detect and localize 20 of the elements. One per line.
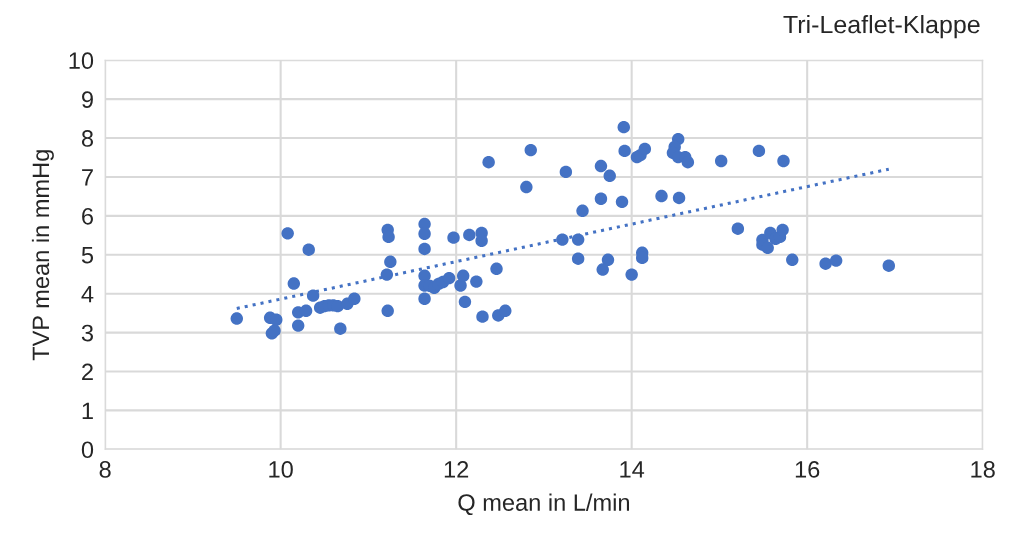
y-tick-label: 4 (81, 285, 94, 303)
x-tick-label: 12 (444, 461, 469, 478)
y-tick-label: 2 (82, 363, 93, 381)
y-tick-label: 0 (81, 441, 94, 459)
y-tick-label: 9 (82, 91, 93, 108)
x-axis-title: Q mean in L/min (458, 493, 629, 516)
y-tick-label: 1 (82, 402, 93, 419)
x-tick-label: 14 (620, 461, 645, 478)
x-tick-label: 18 (971, 461, 995, 478)
y-tick-label: 10 (69, 52, 94, 70)
y-tick-label: 3 (81, 324, 93, 342)
y-tick-label: 5 (81, 247, 94, 264)
chart-title: Tri-Leaflet-Klappe (783, 15, 980, 39)
x-tick-label: 10 (269, 461, 293, 478)
x-tick-label: 16 (795, 461, 820, 478)
x-tick-label: 8 (99, 461, 111, 478)
y-tick-label: 7 (82, 169, 93, 186)
y-axis-title: TVP mean in mmHg (31, 150, 54, 361)
y-tick-label: 6 (82, 207, 93, 225)
y-tick-label: 8 (81, 130, 94, 147)
